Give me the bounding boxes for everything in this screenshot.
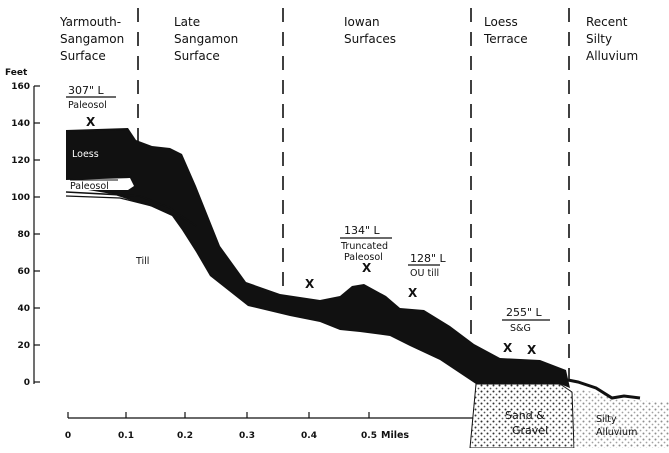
paleosol-band xyxy=(66,178,134,190)
sample-1-mark: X xyxy=(86,115,96,129)
x-axis: 0 0.1 0.2 0.3 0.4 0.5 Miles xyxy=(65,412,520,441)
section-0-line-1: Sangamon xyxy=(60,32,124,46)
sample-2-mark: X xyxy=(362,261,372,275)
paleosol-lower-line xyxy=(65,191,197,227)
sand-gravel-label-1: Gravel xyxy=(512,424,548,437)
sample-1-desc: Paleosol xyxy=(68,100,107,111)
y-tick-160: 160 xyxy=(11,82,30,92)
sample-4-depth: 255" L xyxy=(506,306,543,319)
section-2-line-0: Iowan xyxy=(344,15,380,29)
till-contact-line xyxy=(65,195,185,221)
sample-4-mark-a: X xyxy=(503,341,513,355)
sample-3-mark: X xyxy=(408,286,418,300)
x-tick-0.5: 0.5 xyxy=(361,431,377,441)
x-tick-0.2: 0.2 xyxy=(177,431,193,441)
sample-2: 134" L Truncated Paleosol X xyxy=(340,224,392,275)
section-2-line-1: Surfaces xyxy=(344,32,396,46)
y-tick-80: 80 xyxy=(17,230,30,240)
x-tick-0.1: 0.1 xyxy=(118,431,134,441)
x-tick-0: 0 xyxy=(65,431,71,441)
sand-gravel-label-0: Sand & xyxy=(505,409,545,422)
section-3-line-1: Terrace xyxy=(483,32,528,46)
till-label: Till xyxy=(135,256,149,267)
y-axis: Feet 160 140 120 100 80 60 40 20 0 xyxy=(5,68,40,388)
section-4-line-2: Alluvium xyxy=(586,49,638,63)
section-4-line-1: Silty xyxy=(586,32,612,46)
sample-2-desc-0: Truncated xyxy=(340,241,388,252)
paleosol-label: Paleosol xyxy=(70,181,109,192)
y-tick-60: 60 xyxy=(17,267,30,277)
section-3-line-0: Loess xyxy=(484,15,518,29)
section-1-line-1: Sangamon xyxy=(174,32,238,46)
sample-4-desc: S&G xyxy=(510,323,531,334)
sample-mark-0-4: X xyxy=(305,277,315,291)
y-tick-20: 20 xyxy=(17,341,30,351)
sample-2-depth: 134" L xyxy=(344,224,381,237)
section-1-line-2: Surface xyxy=(174,49,220,63)
loess-label: Loess xyxy=(72,149,99,160)
y-tick-0: 0 xyxy=(24,378,30,388)
sample-1: 307" L Paleosol X xyxy=(66,84,116,129)
sample-3-depth: 128" L xyxy=(410,252,447,265)
y-tick-120: 120 xyxy=(11,156,30,166)
section-4-line-0: Recent xyxy=(586,15,628,29)
section-headers: Yarmouth- Sangamon Surface Late Sangamon… xyxy=(59,15,638,63)
x-axis-unit: Miles xyxy=(381,430,409,441)
sample-2-desc-1: Paleosol xyxy=(344,252,383,263)
silty-alluvium-deposit xyxy=(574,390,669,448)
silty-alluvium-label-0: Silty xyxy=(596,414,617,425)
section-0-line-0: Yarmouth- xyxy=(59,15,121,29)
sample-3-desc: OU till xyxy=(410,268,439,279)
upland-loess-block xyxy=(66,130,132,180)
y-tick-40: 40 xyxy=(17,304,30,314)
sample-3: 128" L OU till X xyxy=(408,252,447,300)
y-tick-140: 140 xyxy=(11,119,30,129)
loess-mantle xyxy=(66,128,570,388)
section-1-line-0: Late xyxy=(174,15,200,29)
x-tick-0.3: 0.3 xyxy=(239,431,255,441)
x-tick-0.4: 0.4 xyxy=(301,431,317,441)
alluvium-surface-line xyxy=(567,378,641,400)
section-0-line-2: Surface xyxy=(60,49,106,63)
section-dividers xyxy=(137,8,570,380)
sample-4-mark-b: X xyxy=(527,343,537,357)
y-axis-unit: Feet xyxy=(5,68,28,78)
sample-1-depth: 307" L xyxy=(68,84,105,97)
sample-4: 255" L S&G X X xyxy=(502,306,550,357)
y-tick-100: 100 xyxy=(11,193,30,203)
silty-alluvium-label-1: Alluvium xyxy=(596,427,637,438)
